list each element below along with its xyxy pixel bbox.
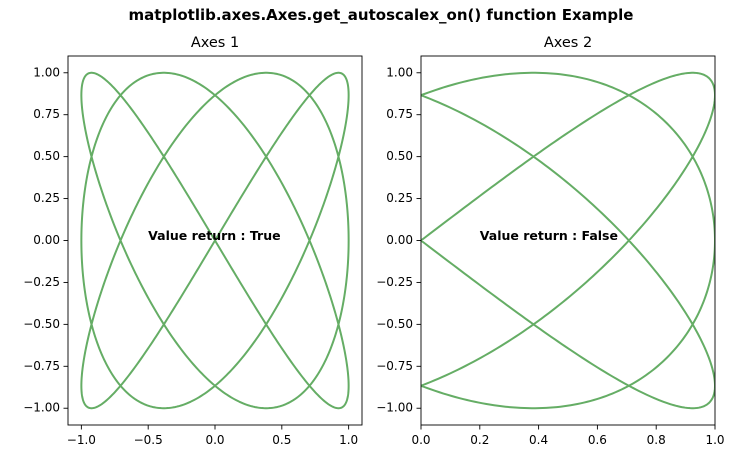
y-tick-label: 0.00 (386, 233, 413, 247)
y-tick-label: 0.25 (33, 191, 60, 205)
y-tick-label: −0.25 (23, 275, 60, 289)
x-tick-label: 0.6 (588, 433, 607, 447)
y-tick-label: −1.00 (23, 401, 60, 415)
y-tick-label: −0.50 (376, 317, 413, 331)
axes-1-series-line (80, 71, 350, 410)
axes-1-plot-area (80, 71, 350, 410)
x-tick-label: 1.0 (339, 433, 358, 447)
y-tick-label: 0.75 (33, 107, 60, 121)
x-tick-label: 0.0 (411, 433, 430, 447)
y-tick-label: −0.75 (376, 359, 413, 373)
axes-1-title: Axes 1 (191, 35, 239, 51)
y-tick-label: 0.00 (33, 233, 60, 247)
x-tick-label: 0.2 (470, 433, 489, 447)
x-tick-label: 1.0 (705, 433, 724, 447)
y-tick-label: 0.75 (386, 107, 413, 121)
figure-suptitle: matplotlib.axes.Axes.get_autoscalex_on()… (129, 6, 634, 24)
y-tick-label: 0.25 (386, 191, 413, 205)
x-tick-label: 0.4 (529, 433, 548, 447)
axes-2: Axes 2 0.0 0.2 0.4 0.6 0.8 1.0 −1.00 −0.75 −0.50… (376, 35, 724, 447)
axes-1-annotation: Value return : True (148, 228, 280, 243)
x-tick-label: −1.0 (67, 433, 96, 447)
axes-2-ticks: 0.0 0.2 0.4 0.6 0.8 1.0 −1.00 −0.75 −0.50 −0.25 0.… (376, 65, 724, 447)
x-tick-label: 0.8 (647, 433, 666, 447)
y-tick-label: −1.00 (376, 401, 413, 415)
axes-2-frame (420, 55, 716, 426)
y-tick-label: 0.50 (33, 149, 60, 163)
x-tick-label: 0.5 (272, 433, 291, 447)
y-tick-label: −0.75 (23, 359, 60, 373)
y-tick-label: 1.00 (33, 65, 60, 79)
y-tick-label: 1.00 (386, 65, 413, 79)
axes-1-frame (67, 55, 363, 426)
x-tick-label: 0.0 (205, 433, 224, 447)
axes-2-title: Axes 2 (544, 35, 592, 51)
axes-1-ticks: −1.0 −0.5 0.0 0.5 1.0 −1.00 −0.75 −0.50 −0.25 0.0… (23, 65, 358, 447)
axes-1: Axes 1 −1.0 −0.5 0.0 0.5 1.0−1.00−0.75−0.50−… (23, 35, 363, 447)
y-tick-label: −0.50 (23, 317, 60, 331)
y-tick-label: −0.25 (376, 275, 413, 289)
x-tick-label: −0.5 (134, 433, 163, 447)
y-tick-label: 0.50 (386, 149, 413, 163)
axes-2-annotation: Value return : False (480, 228, 618, 243)
